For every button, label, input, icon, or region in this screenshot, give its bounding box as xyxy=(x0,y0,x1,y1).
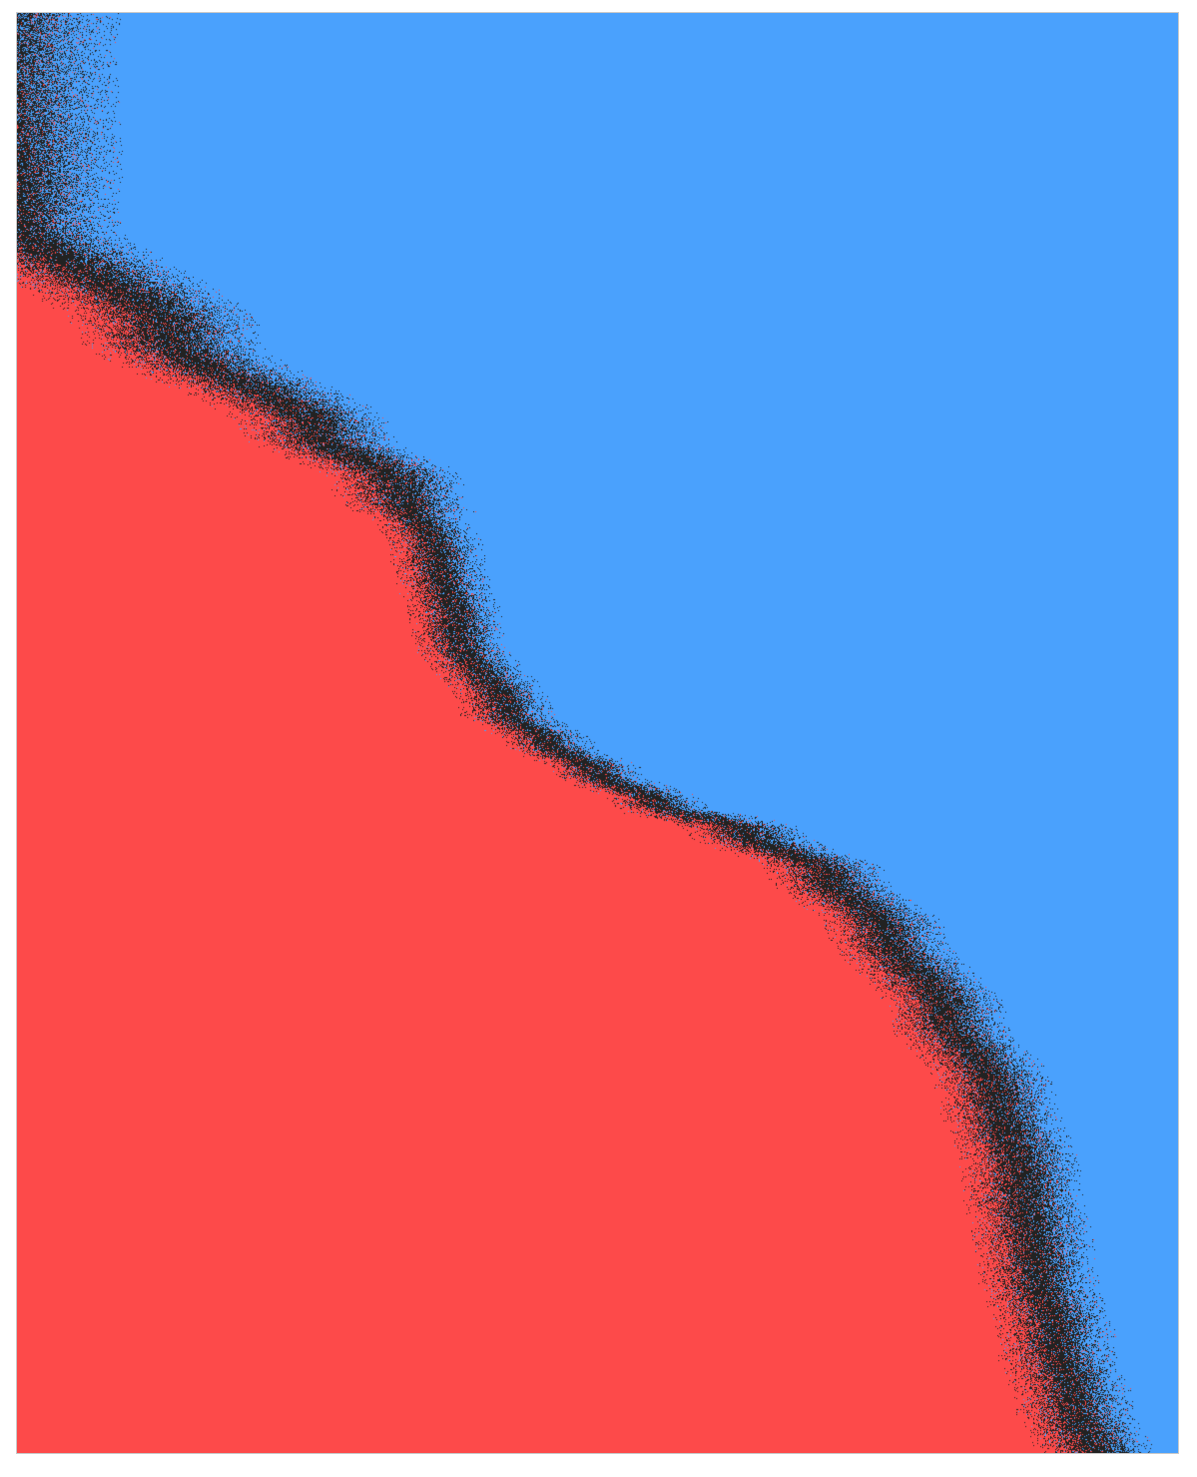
visualization-frame xyxy=(16,12,1179,1454)
region-boundary-canvas xyxy=(17,13,1178,1453)
